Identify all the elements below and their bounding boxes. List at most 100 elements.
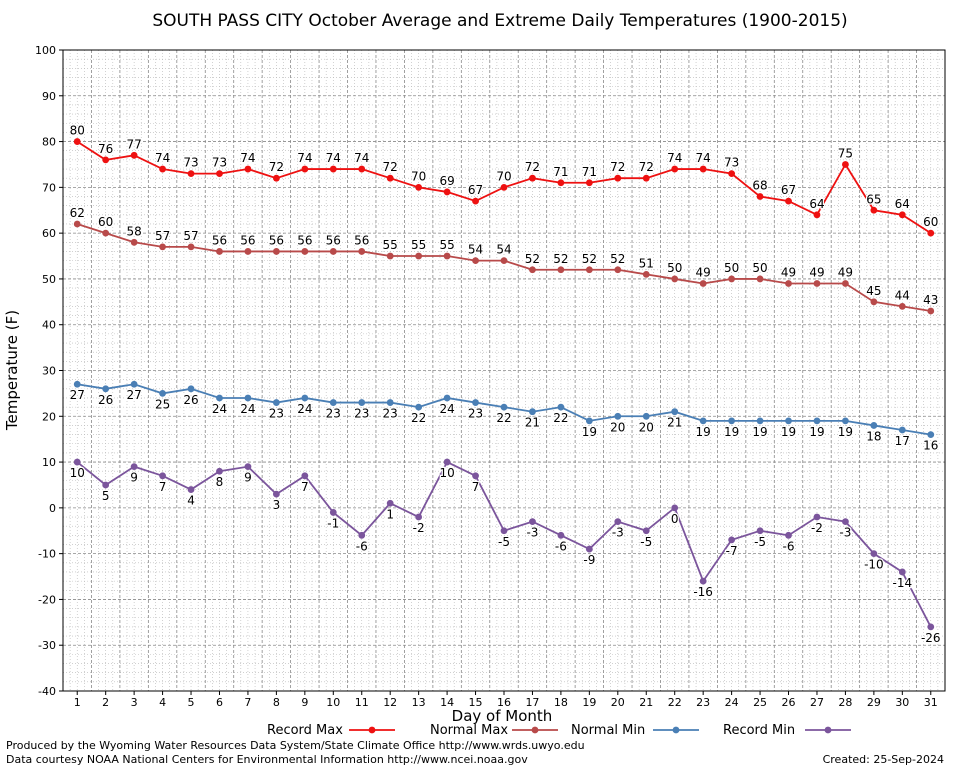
data-point	[130, 380, 138, 388]
data-point	[415, 403, 423, 411]
data-point	[187, 170, 195, 178]
x-tick-label: 19	[582, 696, 596, 709]
data-point	[728, 417, 736, 425]
data-point	[500, 403, 508, 411]
data-label: 19	[696, 425, 711, 439]
x-tick-label: 30	[895, 696, 909, 709]
data-label: 52	[610, 252, 625, 266]
data-point	[443, 394, 451, 402]
data-point	[870, 206, 878, 214]
data-point	[73, 380, 81, 388]
data-label: 49	[781, 266, 796, 280]
data-label: 26	[98, 393, 113, 407]
x-tick-label: 3	[131, 696, 138, 709]
data-label: 24	[240, 402, 255, 416]
data-point	[642, 412, 650, 420]
data-label: 8	[216, 475, 224, 489]
data-label: 24	[297, 402, 312, 416]
data-point	[329, 399, 337, 406]
data-point	[415, 183, 423, 191]
data-label: 72	[610, 160, 625, 174]
data-label: -6	[555, 539, 567, 553]
data-label: 74	[297, 151, 312, 165]
x-tick-label: 14	[440, 696, 454, 709]
legend-marker	[368, 726, 376, 734]
data-point	[699, 417, 707, 425]
x-tick-label: 11	[355, 696, 369, 709]
legend-label: Normal Min	[571, 723, 645, 738]
data-label: 27	[126, 388, 141, 402]
data-label: 60	[98, 215, 113, 229]
data-point	[472, 399, 479, 406]
data-point	[898, 303, 906, 310]
data-label: 22	[496, 411, 511, 425]
x-tick-label: 26	[782, 696, 796, 709]
data-point	[244, 248, 252, 255]
data-point	[785, 531, 792, 539]
data-label: 19	[781, 425, 796, 439]
data-point	[614, 174, 622, 182]
data-point	[500, 527, 508, 535]
data-point	[557, 531, 565, 539]
data-label: 7	[301, 480, 309, 494]
data-label: 55	[383, 238, 398, 252]
x-tick-label: 10	[326, 696, 340, 709]
data-label: 23	[383, 407, 398, 421]
data-point	[187, 486, 195, 493]
data-point	[244, 394, 252, 402]
data-point	[870, 550, 878, 558]
x-tick-label: 13	[412, 696, 426, 709]
grid	[63, 49, 945, 692]
data-label: 26	[183, 393, 198, 407]
x-tick-label: 31	[924, 696, 938, 709]
data-point	[358, 165, 366, 173]
data-point	[386, 499, 394, 507]
data-label: -2	[811, 521, 823, 535]
data-point	[529, 518, 536, 525]
data-point	[130, 151, 138, 159]
data-label: -2	[413, 521, 425, 535]
y-tick-label: 30	[42, 365, 56, 378]
x-tick-label: 27	[810, 696, 824, 709]
x-tick-label: 4	[159, 696, 166, 709]
data-label: 23	[326, 407, 341, 421]
data-point	[386, 252, 394, 260]
y-tick-label: 80	[42, 136, 56, 149]
data-point	[216, 394, 223, 402]
x-tick-label: 2	[102, 696, 109, 709]
data-point	[529, 408, 536, 416]
data-label: 74	[155, 151, 170, 165]
data-label: 43	[923, 293, 938, 307]
x-tick-label: 25	[753, 696, 767, 709]
data-point	[813, 513, 821, 521]
data-label: 24	[439, 402, 454, 416]
x-tick-label: 6	[216, 696, 223, 709]
data-label: 7	[472, 480, 480, 494]
x-tick-label: 22	[668, 696, 682, 709]
data-label: 73	[212, 156, 227, 170]
data-label: 52	[582, 252, 597, 266]
data-point	[272, 490, 280, 498]
data-label: 77	[126, 137, 141, 151]
legend-marker	[824, 726, 832, 734]
data-label: 73	[183, 156, 198, 170]
y-tick-label: -20	[38, 593, 56, 606]
data-label: 1	[386, 507, 394, 521]
chart-title: SOUTH PASS CITY October Average and Extr…	[152, 11, 847, 31]
legend-label: Record Max	[267, 723, 343, 738]
data-point	[842, 280, 849, 287]
data-point	[927, 431, 935, 438]
data-label: 45	[866, 284, 881, 298]
data-label: 9	[244, 471, 252, 485]
data-label: 22	[553, 411, 568, 425]
legend-marker	[531, 726, 539, 734]
data-point	[529, 174, 536, 182]
data-label: 74	[696, 151, 711, 165]
data-point	[614, 266, 622, 274]
data-point	[216, 248, 223, 255]
data-point	[557, 403, 565, 411]
data-point	[728, 275, 736, 283]
data-point	[329, 248, 337, 255]
x-tick-label: 29	[867, 696, 881, 709]
